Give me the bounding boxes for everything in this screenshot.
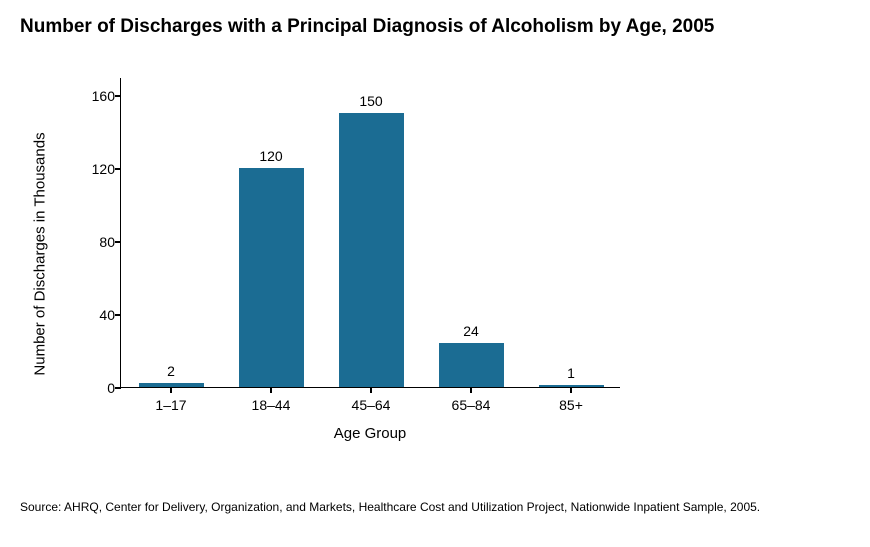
bar-value-label: 2 — [167, 363, 175, 379]
x-tick-label: 1–17 — [155, 397, 186, 413]
bar-value-label: 150 — [359, 93, 382, 109]
x-tick-label: 18–44 — [252, 397, 291, 413]
bar — [439, 343, 504, 387]
y-tick-mark — [115, 241, 121, 243]
y-tick-mark — [115, 314, 121, 316]
y-tick-label: 120 — [79, 161, 115, 177]
x-axis-title: Age Group — [120, 425, 620, 442]
plot-area: 0408012016021–1712018–4415045–642465–841… — [120, 78, 620, 388]
x-tick-mark — [170, 387, 172, 393]
bar — [339, 113, 404, 387]
y-tick-label: 160 — [79, 88, 115, 104]
bar — [239, 168, 304, 387]
y-tick-label: 80 — [79, 234, 115, 250]
x-tick-mark — [270, 387, 272, 393]
bar-value-label: 120 — [259, 148, 282, 164]
bar-value-label: 24 — [463, 323, 479, 339]
x-tick-mark — [570, 387, 572, 393]
bar-value-label: 1 — [567, 365, 575, 381]
source-text: Source: AHRQ, Center for Delivery, Organ… — [20, 500, 850, 514]
x-tick-mark — [470, 387, 472, 393]
y-axis-title: Number of Discharges in Thousands — [32, 132, 49, 375]
x-tick-label: 85+ — [559, 397, 583, 413]
x-tick-label: 45–64 — [352, 397, 391, 413]
y-tick-mark — [115, 387, 121, 389]
chart-title: Number of Discharges with a Principal Di… — [20, 16, 850, 38]
y-tick-label: 0 — [79, 380, 115, 396]
y-tick-mark — [115, 95, 121, 97]
x-tick-label: 65–84 — [452, 397, 491, 413]
chart-container: Number of Discharges in Thousands 040801… — [50, 68, 690, 440]
y-tick-label: 40 — [79, 307, 115, 323]
y-tick-mark — [115, 168, 121, 170]
x-tick-mark — [370, 387, 372, 393]
